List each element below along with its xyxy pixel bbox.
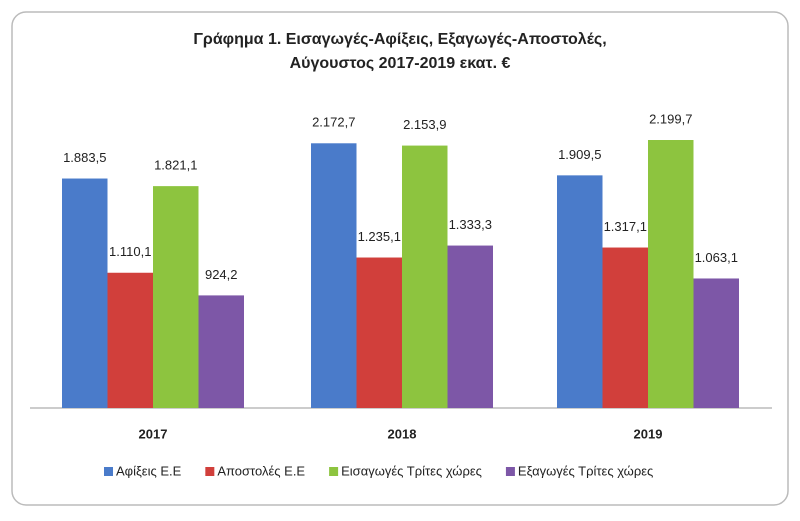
- data-label: 924,2: [205, 267, 238, 282]
- bar: [557, 175, 603, 408]
- bar: [693, 278, 739, 408]
- data-label: 1.317,1: [604, 219, 647, 234]
- data-label: 2.172,7: [312, 115, 355, 130]
- legend-swatch: [104, 467, 113, 476]
- bar: [62, 178, 108, 408]
- bar: [356, 257, 402, 408]
- legend-label: Αποστολές Ε.Ε: [217, 463, 305, 478]
- legend-swatch: [329, 467, 339, 476]
- bar: [107, 272, 153, 408]
- data-label: 1.063,1: [695, 250, 738, 265]
- bar: [402, 145, 448, 409]
- data-label: 1.883,5: [63, 150, 106, 165]
- x-tick-label: 2018: [388, 426, 417, 441]
- data-label: 1.333,3: [449, 217, 492, 232]
- legend-swatch: [505, 467, 515, 476]
- bar: [648, 140, 694, 408]
- data-label: 1.110,1: [109, 244, 151, 259]
- x-tick-label: 2017: [139, 426, 168, 441]
- data-label: 1.821,1: [154, 158, 197, 173]
- data-label: 1.235,1: [358, 229, 401, 244]
- bar: [602, 247, 648, 408]
- data-label: 2.153,9: [403, 117, 446, 132]
- bar: [153, 186, 199, 408]
- legend-label: Εισαγωγές Τρίτες χώρες: [341, 463, 482, 478]
- legend-label: Αφίξεις Ε.Ε: [116, 463, 182, 478]
- data-label: 2.199,7: [649, 111, 692, 126]
- legend-swatch: [205, 467, 215, 476]
- bar: [311, 143, 357, 408]
- bar: [447, 245, 493, 408]
- bar: [198, 295, 244, 408]
- data-label: 1.909,5: [558, 147, 601, 162]
- chart-title: Γράφημα 1. Εισαγωγές-Αφίξεις, Εξαγωγές-Α…: [193, 31, 606, 48]
- legend-label: Εξαγωγές Τρίτες χώρες: [518, 463, 653, 478]
- chart-title: Αύγουστος 2017-2019 εκατ. €: [290, 55, 511, 72]
- x-tick-label: 2019: [634, 426, 663, 441]
